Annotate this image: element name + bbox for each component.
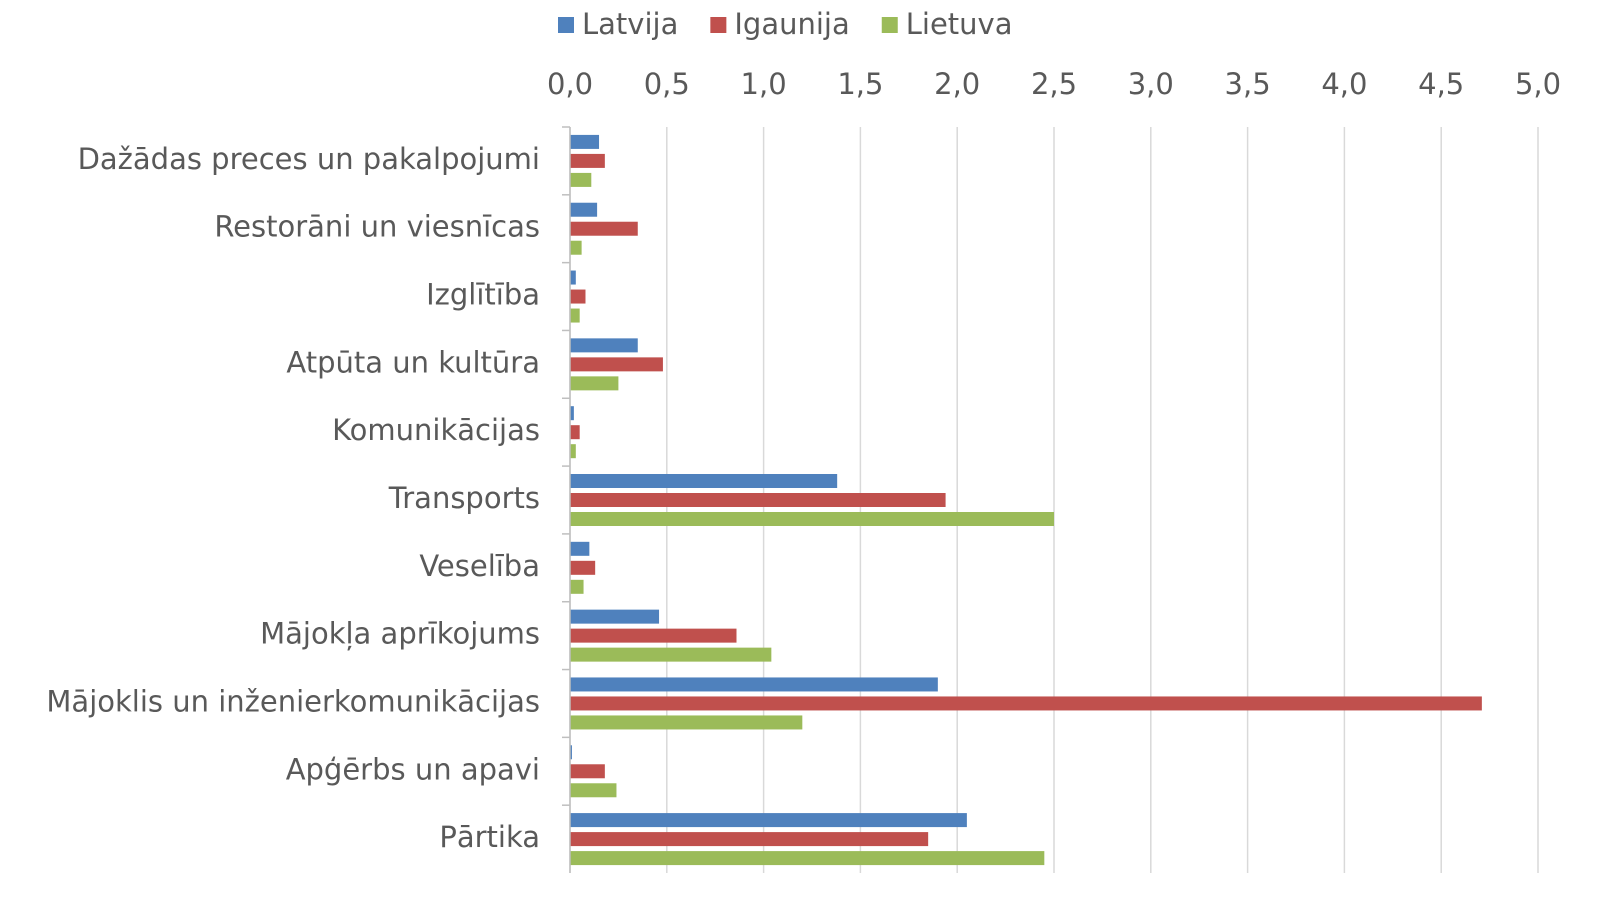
bar [570, 240, 582, 255]
category-label: Komunikācijas [332, 413, 540, 447]
bar [570, 474, 838, 488]
bar [570, 541, 590, 556]
bar [570, 338, 638, 353]
x-tick-label: 3,5 [1225, 67, 1271, 101]
bar [570, 134, 600, 149]
bar [570, 444, 576, 459]
category-label: Apģērbs un apavi [286, 752, 540, 786]
x-tick-label: 2,0 [934, 67, 980, 101]
x-tick-label: 4,0 [1321, 67, 1367, 101]
bar [570, 715, 803, 730]
category-label: Mājokļa aprīkojums [260, 617, 540, 651]
bar [570, 628, 737, 643]
bar [570, 647, 772, 662]
bar [570, 376, 619, 391]
bar [570, 270, 576, 285]
legend-label: Latvija [582, 7, 678, 41]
bar [570, 696, 1482, 711]
category-label: Pārtika [439, 820, 540, 854]
category-label: Veselība [419, 549, 540, 583]
bar [570, 609, 660, 624]
bar [570, 764, 605, 779]
legend-label: Lietuva [906, 7, 1013, 41]
bar [570, 832, 929, 847]
category-label: Mājoklis un inženierkomunikācijas [46, 684, 540, 718]
bar [570, 357, 663, 372]
bar [570, 783, 617, 798]
x-tick-label: 1,5 [837, 67, 883, 101]
bar [570, 153, 605, 168]
x-tick-label: 3,0 [1128, 67, 1174, 101]
category-label: Izglītība [426, 278, 540, 312]
x-tick-label: 2,5 [1031, 67, 1077, 101]
bar [570, 745, 572, 760]
category-label: Dažādas preces un pakalpojumi [78, 142, 540, 176]
bar [570, 221, 638, 236]
legend-swatch [710, 17, 727, 33]
x-tick-label: 1,0 [741, 67, 787, 101]
bar [570, 560, 596, 575]
x-tick-label: 5,0 [1515, 67, 1561, 101]
legend-label: Igaunija [734, 7, 849, 41]
category-label: Atpūta un kultūra [286, 345, 540, 379]
bar [570, 493, 946, 507]
bar [570, 851, 1045, 866]
legend-swatch [558, 17, 574, 33]
bar [570, 308, 580, 323]
bar [570, 289, 586, 304]
legend-swatch [881, 17, 898, 33]
x-tick-label: 4,5 [1418, 67, 1464, 101]
category-label: Transports [388, 481, 540, 515]
bar [570, 677, 938, 692]
bar [570, 425, 580, 440]
bar [570, 202, 598, 217]
category-label: Restorāni un viesnīcas [214, 210, 540, 244]
x-tick-label: 0,0 [547, 67, 593, 101]
x-tick-label: 0,5 [644, 67, 690, 101]
bar [570, 406, 574, 421]
bar [570, 172, 592, 187]
bar [570, 813, 967, 828]
bar [570, 579, 584, 594]
bar [570, 512, 1054, 526]
